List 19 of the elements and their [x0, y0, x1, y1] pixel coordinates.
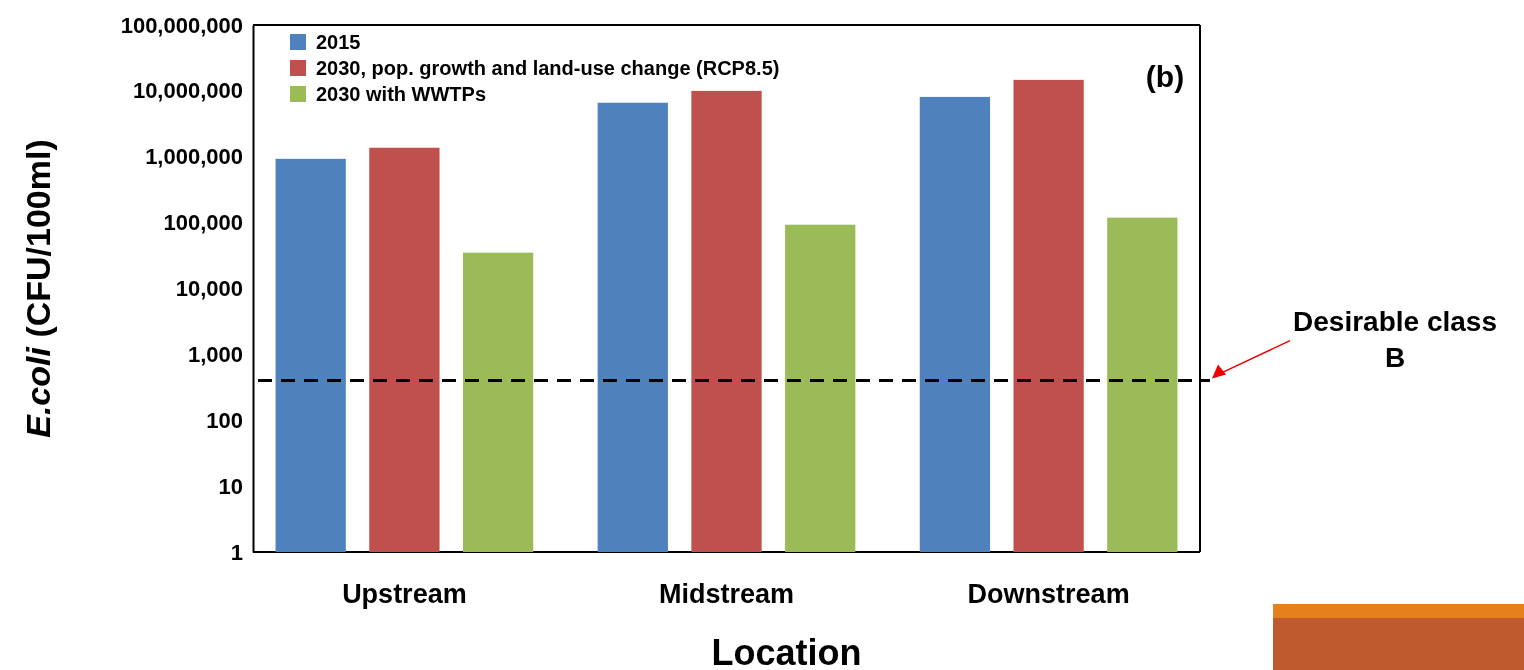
y-tick-label: 100,000,000: [120, 12, 243, 38]
legend-label: 2015: [316, 31, 361, 53]
legend-label: 2030, pop. growth and land-use change (RCP8.5): [316, 57, 780, 79]
x-tick-label: Upstream: [342, 579, 467, 610]
ref-line-label: Desirable class B: [1293, 305, 1497, 373]
x-tick-label: Midstream: [658, 579, 795, 610]
y-tick-label: 100,000: [163, 210, 243, 236]
y-tick-label: 1: [230, 539, 243, 565]
y-axis-title: E.coli (CFU/100ml): [19, 139, 57, 438]
y-tick-label: 1,000: [187, 341, 243, 367]
x-tick-label: Downstream: [967, 579, 1130, 610]
x-axis-title: Location: [711, 632, 862, 670]
legend-label: 2030 with WWTPs: [316, 83, 487, 105]
y-tick-label: 1,000,000: [145, 144, 243, 170]
annotation: (b): [1145, 60, 1185, 93]
y-tick-label: 10,000: [175, 276, 243, 302]
y-tick-label: 10: [218, 473, 243, 499]
y-tick-label: 100: [206, 407, 243, 433]
y-tick-label: 10,000,000: [132, 78, 243, 104]
